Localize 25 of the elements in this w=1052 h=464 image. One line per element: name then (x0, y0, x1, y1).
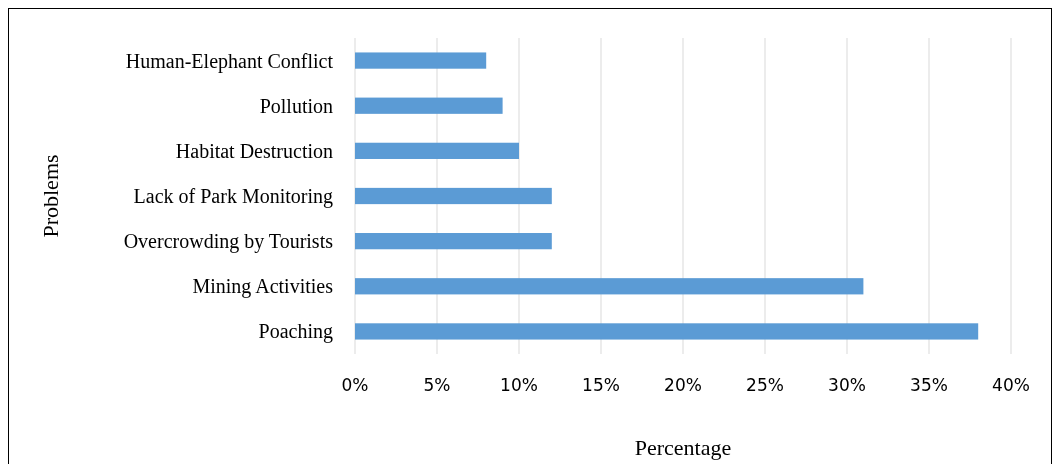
x-tick-label: 10% (500, 375, 538, 395)
x-tick-label: 30% (828, 375, 866, 395)
x-tick-label: 40% (992, 375, 1030, 395)
bar (355, 52, 487, 69)
x-tick-label: 35% (910, 375, 948, 395)
bar (355, 278, 864, 295)
y-tick-label: Overcrowding by Tourists (123, 230, 334, 254)
y-axis-title: Problems (38, 154, 63, 238)
y-tick-label: Habitat Destruction (175, 139, 333, 162)
bar (355, 187, 552, 205)
y-tick-label: Pollution (259, 94, 333, 117)
y-tick-label: Human-Elephant Conflict (125, 49, 334, 73)
x-tick-label: 5% (423, 375, 451, 395)
x-tick-label: 0% (341, 375, 369, 395)
y-tick-label: Poaching (258, 320, 333, 344)
bar (355, 97, 503, 114)
x-tick-label: 20% (664, 375, 702, 395)
y-tick-label: Mining Activities (192, 275, 334, 299)
bar (355, 323, 979, 340)
bar (355, 142, 519, 159)
x-tick-label: 25% (746, 375, 784, 395)
x-axis-title: Percentage (634, 435, 732, 460)
y-tick-label: Lack of Park Monitoring (133, 185, 333, 208)
x-tick-label: 15% (582, 375, 620, 395)
bar (355, 233, 552, 250)
